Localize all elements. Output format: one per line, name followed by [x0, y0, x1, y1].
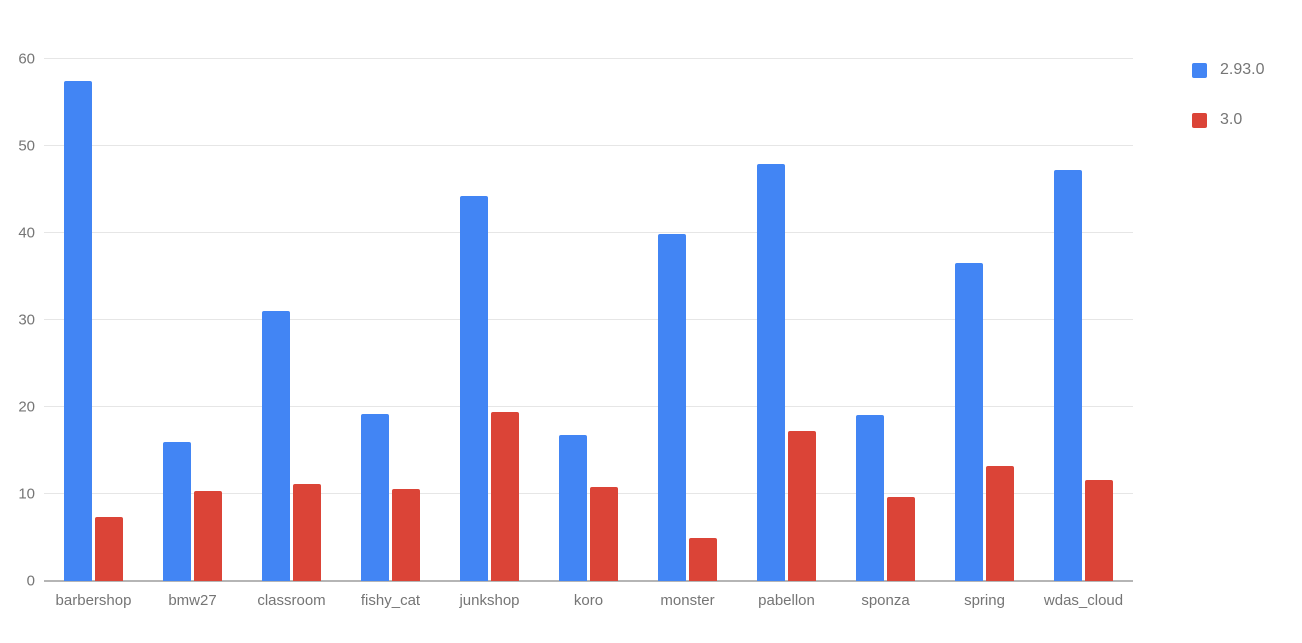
- gridline: [44, 406, 1133, 407]
- legend-item: 2.93.0: [1192, 61, 1264, 79]
- x-axis: barbershop bmw27 classroom fishy_cat junksho…: [44, 592, 1133, 609]
- x-category-label: wdas_cloud: [1043, 592, 1124, 609]
- y-tick-label: 30: [18, 311, 35, 329]
- bar-group-pabellon: [737, 59, 836, 581]
- bar-3.0-bmw27: [194, 490, 222, 581]
- bar-3.0-wdas_cloud: [1085, 480, 1113, 581]
- bar-2.93.0-classroom: [262, 311, 290, 581]
- bar-group-bmw27: [143, 59, 242, 581]
- gridline: [44, 319, 1133, 320]
- y-tick-label: 10: [18, 485, 35, 503]
- bar-3.0-junkshop: [491, 412, 519, 581]
- legend: 2.93.0 3.0: [1192, 61, 1264, 129]
- bar-2.93.0-monster: [658, 233, 686, 581]
- x-category-label: sponza: [861, 592, 910, 609]
- gridline: [44, 58, 1133, 59]
- x-category-label: bmw27: [168, 592, 217, 609]
- bar-group-barbershop: [44, 59, 143, 581]
- x-category-label: koro: [573, 592, 604, 609]
- bar-3.0-fishy_cat: [392, 488, 420, 581]
- bar-2.93.0-bmw27: [163, 441, 191, 581]
- bar-group-sponza: [836, 59, 935, 581]
- bar-2.93.0-sponza: [856, 414, 884, 581]
- x-category-label: monster: [660, 592, 715, 609]
- x-axis-line: [44, 580, 1133, 582]
- gridline: [44, 145, 1133, 146]
- y-tick-label: 20: [18, 398, 35, 416]
- bar-3.0-barbershop: [95, 516, 123, 581]
- legend-swatch-blue: [1192, 62, 1207, 78]
- x-category-label: junkshop: [459, 592, 520, 609]
- y-tick-label: 0: [26, 572, 35, 590]
- legend-swatch-red: [1192, 112, 1207, 128]
- x-category-label: fishy_cat: [360, 592, 421, 609]
- x-category-label: classroom: [257, 592, 326, 609]
- bar-group-junkshop: [440, 59, 539, 581]
- legend-label: 3.0: [1220, 111, 1243, 128]
- bar-groups: [44, 59, 1133, 581]
- bar-2.93.0-koro: [559, 434, 587, 581]
- bar-2.93.0-junkshop: [460, 196, 488, 581]
- gridline: [44, 232, 1133, 233]
- bar-group-monster: [638, 59, 737, 581]
- gridline: [44, 493, 1133, 494]
- bar-2.93.0-spring: [955, 263, 983, 581]
- bar-2.93.0-pabellon: [757, 164, 785, 581]
- y-tick-label: 50: [18, 137, 35, 155]
- bar-2.93.0-wdas_cloud: [1054, 169, 1082, 581]
- legend-label: 2.93.0: [1220, 61, 1265, 78]
- legend-item: 3.0: [1192, 111, 1264, 129]
- bar-group-classroom: [242, 59, 341, 581]
- bar-3.0-classroom: [293, 484, 321, 581]
- bar-2.93.0-fishy_cat: [361, 413, 389, 581]
- bar-2.93.0-barbershop: [64, 80, 92, 581]
- x-category-label: barbershop: [55, 592, 132, 609]
- y-tick-label: 60: [18, 50, 35, 68]
- y-axis: 0 10 20 30 40 50 60: [0, 52, 35, 589]
- bar-3.0-koro: [590, 487, 618, 581]
- y-tick-label: 40: [18, 224, 35, 242]
- x-category-label: spring: [964, 592, 1005, 609]
- bar-group-fishy_cat: [341, 59, 440, 581]
- bar-3.0-pabellon: [788, 430, 816, 581]
- bar-group-wdas_cloud: [1034, 59, 1133, 581]
- bar-3.0-sponza: [887, 497, 915, 581]
- x-category-label: pabellon: [758, 592, 815, 609]
- plot-area: [44, 58, 1133, 582]
- bar-group-koro: [539, 59, 638, 581]
- bar-3.0-monster: [689, 537, 717, 581]
- bar-3.0-spring: [986, 466, 1014, 581]
- bar-group-spring: [935, 59, 1034, 581]
